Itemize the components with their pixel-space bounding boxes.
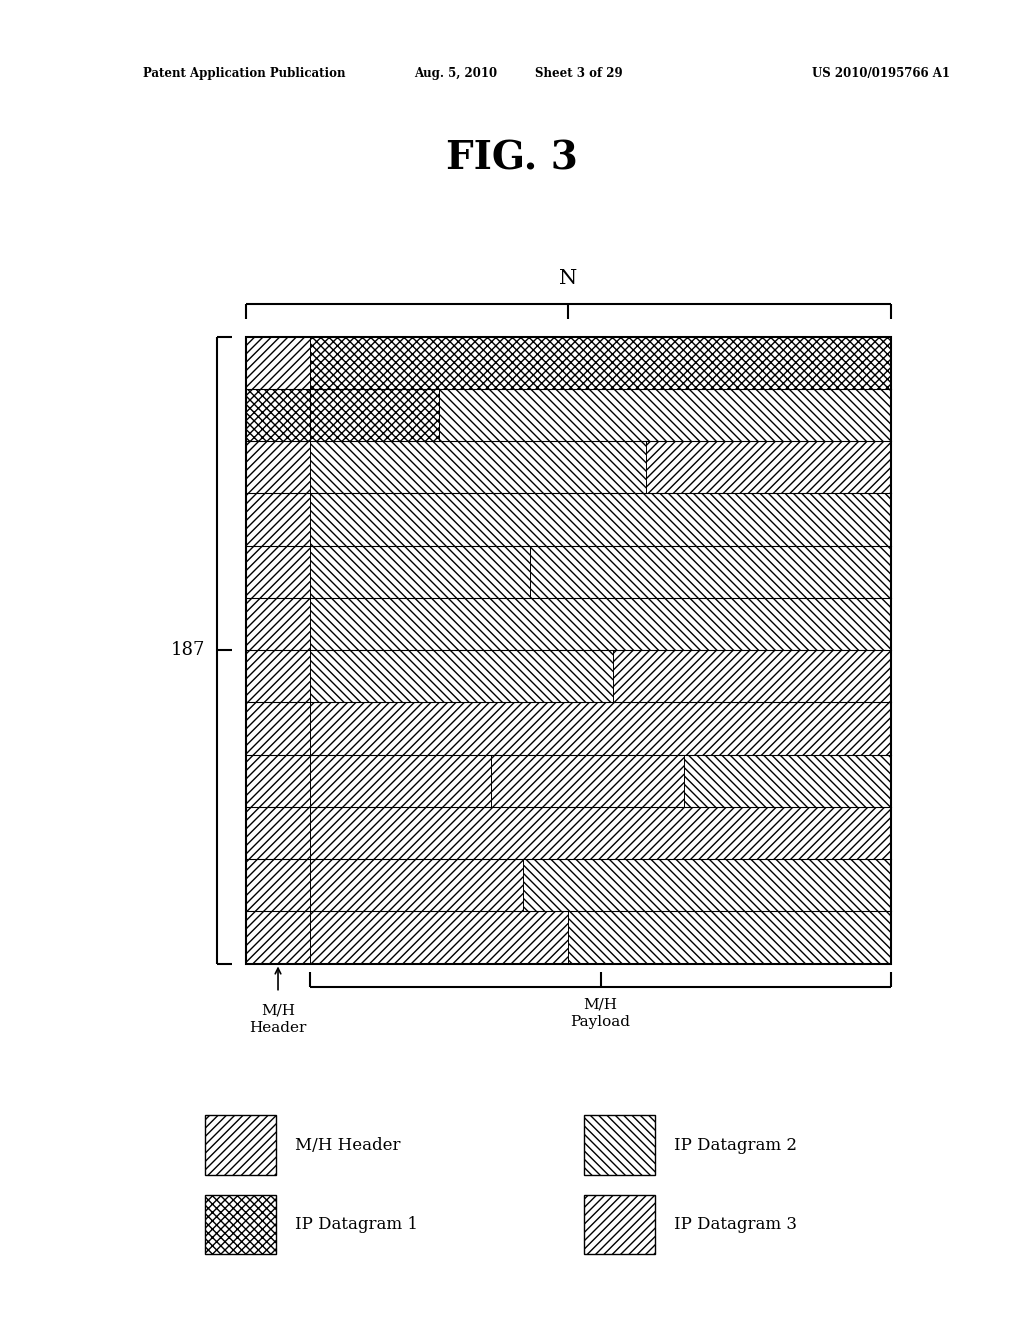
Bar — [246, 337, 891, 964]
Text: FIG. 3: FIG. 3 — [446, 140, 578, 177]
Bar — [246, 545, 310, 598]
Bar — [205, 1195, 276, 1254]
Bar — [246, 755, 310, 807]
Bar — [613, 649, 891, 702]
Text: M/H
Header: M/H Header — [249, 1003, 307, 1035]
Bar — [646, 441, 891, 494]
Text: IP Datagram 2: IP Datagram 2 — [674, 1137, 797, 1154]
Bar — [246, 441, 310, 494]
Bar — [584, 1115, 655, 1175]
Bar — [246, 911, 310, 964]
Bar — [310, 337, 891, 389]
Bar — [246, 859, 310, 911]
Bar — [568, 911, 891, 964]
Bar — [310, 755, 490, 807]
Bar — [310, 702, 891, 755]
Text: Patent Application Publication: Patent Application Publication — [143, 67, 346, 81]
Bar — [310, 649, 613, 702]
Bar — [246, 649, 310, 702]
Bar — [684, 755, 891, 807]
Bar — [529, 545, 891, 598]
Text: M/H
Payload: M/H Payload — [570, 998, 631, 1030]
Bar — [584, 1195, 655, 1254]
Bar — [439, 389, 891, 441]
Text: IP Datagram 3: IP Datagram 3 — [674, 1216, 797, 1233]
Bar — [310, 598, 891, 649]
Bar — [246, 598, 310, 649]
Bar — [310, 389, 439, 441]
Bar — [310, 494, 891, 545]
Bar — [490, 755, 684, 807]
Bar — [310, 911, 568, 964]
Bar — [310, 807, 891, 859]
Bar — [310, 545, 529, 598]
Bar — [246, 337, 310, 389]
Text: N: N — [559, 269, 578, 288]
Text: M/H Header: M/H Header — [295, 1137, 400, 1154]
Bar — [523, 859, 891, 911]
Bar — [246, 494, 310, 545]
Bar — [246, 702, 310, 755]
Text: 187: 187 — [170, 642, 205, 659]
Text: Sheet 3 of 29: Sheet 3 of 29 — [535, 67, 623, 81]
Bar — [205, 1115, 276, 1175]
Bar — [310, 441, 646, 494]
Bar — [246, 807, 310, 859]
Text: US 2010/0195766 A1: US 2010/0195766 A1 — [812, 67, 949, 81]
Bar — [310, 859, 523, 911]
Text: Aug. 5, 2010: Aug. 5, 2010 — [414, 67, 498, 81]
Text: IP Datagram 1: IP Datagram 1 — [295, 1216, 418, 1233]
Bar — [246, 389, 310, 441]
